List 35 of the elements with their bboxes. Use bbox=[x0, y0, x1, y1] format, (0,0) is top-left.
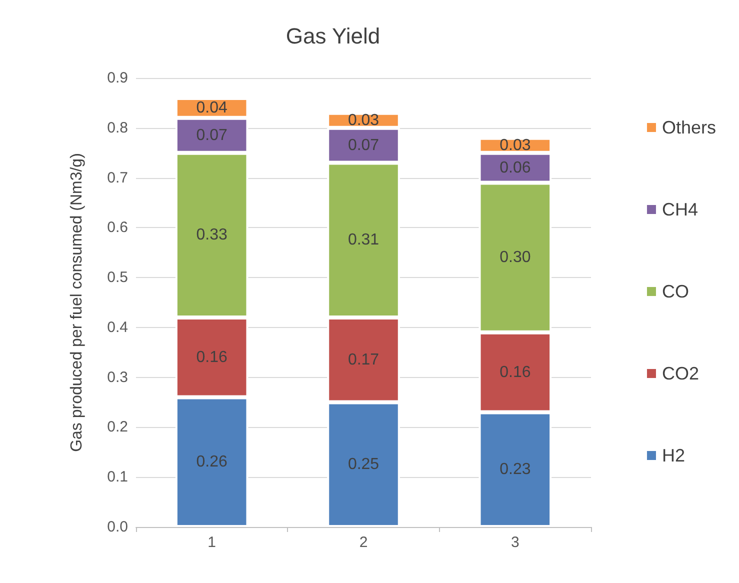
y-axis-title: Gas produced per fuel consumed (Nm3/g) bbox=[68, 153, 86, 452]
data-label: 0.03 bbox=[500, 136, 531, 154]
legend-label: CH4 bbox=[662, 200, 698, 220]
y-tick-label: 0.7 bbox=[107, 169, 128, 186]
chart-title: Gas Yield bbox=[286, 24, 380, 48]
data-label: 0.33 bbox=[196, 226, 228, 244]
legend-label: CO2 bbox=[662, 364, 699, 384]
legend-label: H2 bbox=[662, 446, 685, 466]
legend-label: CO bbox=[662, 282, 689, 302]
y-tick-label: 0.1 bbox=[107, 468, 128, 486]
data-label: 0.07 bbox=[196, 126, 228, 144]
data-label: 0.04 bbox=[196, 99, 228, 116]
data-label: 0.26 bbox=[196, 454, 228, 471]
data-label: 0.16 bbox=[196, 348, 228, 366]
y-tick-label: 0.2 bbox=[107, 418, 128, 436]
y-tick-label: 0.5 bbox=[107, 269, 128, 286]
x-tick-label: 3 bbox=[510, 534, 520, 551]
data-label: 0.06 bbox=[500, 159, 531, 176]
data-label: 0.25 bbox=[348, 456, 380, 474]
x-tick-label: 1 bbox=[208, 534, 216, 551]
y-tick-label: 0.8 bbox=[107, 119, 128, 136]
data-label: 0.03 bbox=[348, 112, 380, 129]
data-label: 0.31 bbox=[348, 232, 380, 249]
data-label: 0.17 bbox=[348, 351, 380, 368]
data-label: 0.16 bbox=[500, 364, 531, 381]
y-tick-label: 0.3 bbox=[107, 368, 128, 386]
y-tick-label: 0.9 bbox=[107, 70, 128, 86]
legend-label: Others bbox=[662, 118, 716, 138]
y-tick-label: 0.4 bbox=[107, 318, 128, 336]
data-label: 0.23 bbox=[500, 461, 531, 478]
x-tick-label: 2 bbox=[359, 534, 368, 551]
data-label: 0.30 bbox=[500, 249, 531, 266]
data-label: 0.07 bbox=[348, 136, 380, 154]
y-tick-label: 0.6 bbox=[107, 219, 128, 236]
y-tick-label: 0.0 bbox=[107, 518, 128, 536]
